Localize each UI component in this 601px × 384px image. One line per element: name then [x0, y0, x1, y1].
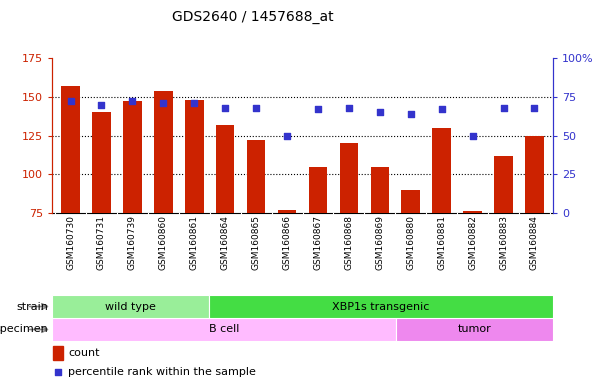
Point — [66, 98, 75, 104]
Point — [189, 100, 199, 106]
Bar — [61, 86, 80, 213]
Text: B cell: B cell — [209, 324, 239, 334]
Point — [499, 104, 508, 111]
Point — [529, 104, 539, 111]
Text: GSM160731: GSM160731 — [97, 215, 106, 270]
Text: GSM160866: GSM160866 — [282, 215, 291, 270]
Point — [406, 111, 415, 117]
Point — [375, 109, 385, 115]
Point — [344, 104, 354, 111]
Point — [437, 106, 447, 112]
Bar — [52, 295, 209, 318]
Bar — [463, 212, 482, 213]
Text: GSM160739: GSM160739 — [128, 215, 137, 270]
Point — [159, 100, 168, 106]
Point — [53, 369, 63, 375]
Text: tumor: tumor — [458, 324, 492, 334]
Text: XBP1s transgenic: XBP1s transgenic — [332, 301, 430, 311]
Point — [221, 104, 230, 111]
Text: GSM160864: GSM160864 — [221, 215, 230, 270]
Bar — [185, 100, 204, 213]
Text: GSM160868: GSM160868 — [344, 215, 353, 270]
Text: GSM160861: GSM160861 — [190, 215, 199, 270]
Text: specimen: specimen — [0, 324, 48, 334]
Bar — [278, 210, 296, 213]
Point — [127, 98, 137, 104]
Text: wild type: wild type — [105, 301, 156, 311]
Bar — [371, 167, 389, 213]
Point — [251, 104, 261, 111]
Text: GSM160865: GSM160865 — [252, 215, 261, 270]
Point — [97, 101, 106, 108]
Bar — [52, 318, 397, 341]
Point — [468, 132, 477, 139]
Bar — [209, 295, 553, 318]
Bar — [401, 190, 420, 213]
Text: percentile rank within the sample: percentile rank within the sample — [68, 367, 256, 377]
Text: GSM160869: GSM160869 — [375, 215, 384, 270]
Text: GSM160867: GSM160867 — [314, 215, 323, 270]
Bar — [123, 101, 142, 213]
Bar — [432, 128, 451, 213]
Bar — [340, 143, 358, 213]
Text: GDS2640 / 1457688_at: GDS2640 / 1457688_at — [172, 10, 333, 24]
Text: GSM160880: GSM160880 — [406, 215, 415, 270]
Bar — [216, 125, 234, 213]
Text: GSM160882: GSM160882 — [468, 215, 477, 270]
Text: GSM160881: GSM160881 — [437, 215, 446, 270]
Text: GSM160860: GSM160860 — [159, 215, 168, 270]
Bar — [494, 156, 513, 213]
Bar — [397, 318, 553, 341]
Point — [282, 132, 292, 139]
Text: GSM160730: GSM160730 — [66, 215, 75, 270]
Text: GSM160883: GSM160883 — [499, 215, 508, 270]
Text: count: count — [68, 348, 100, 358]
Bar — [154, 91, 172, 213]
Text: strain: strain — [16, 301, 48, 311]
Point — [313, 106, 323, 112]
Text: GSM160884: GSM160884 — [530, 215, 539, 270]
Bar — [53, 346, 63, 360]
Bar — [92, 112, 111, 213]
Bar — [309, 167, 327, 213]
Bar — [247, 140, 266, 213]
Bar — [525, 136, 544, 213]
